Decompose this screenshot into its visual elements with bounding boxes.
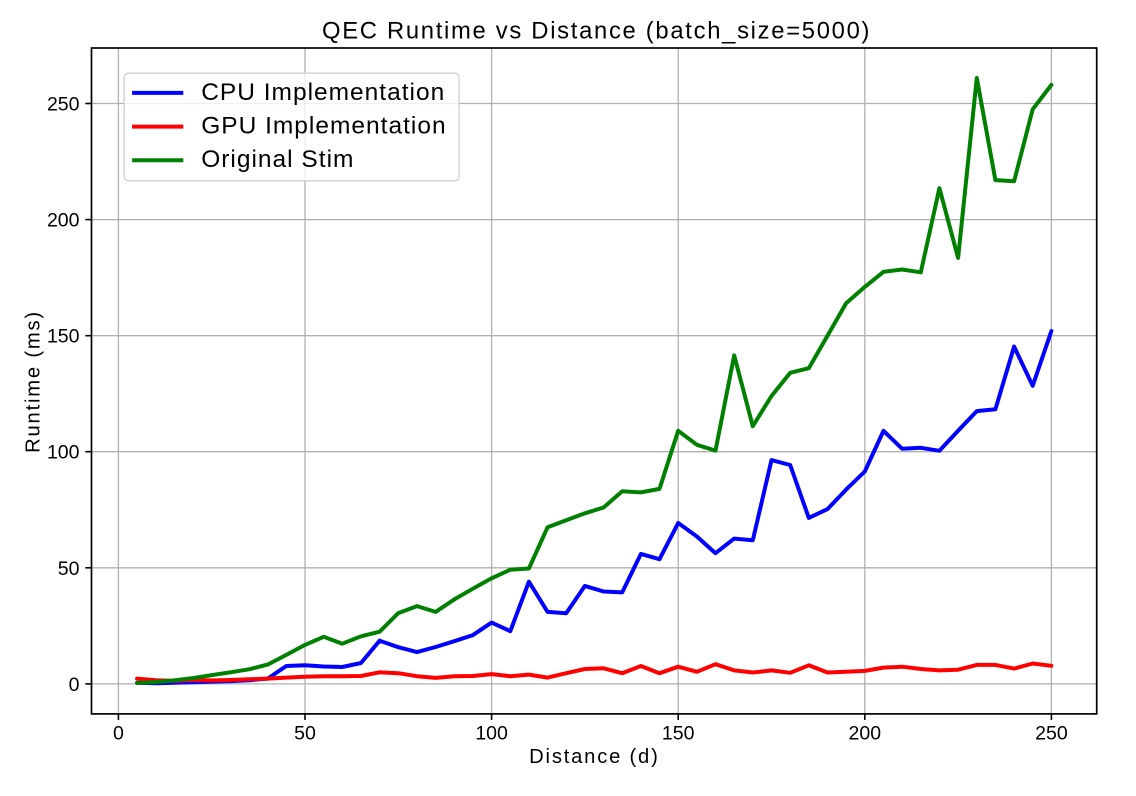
svg-text:250: 250 — [47, 94, 80, 116]
svg-text:Runtime (ms): Runtime (ms) — [22, 310, 44, 453]
svg-text:100: 100 — [47, 442, 80, 464]
svg-text:50: 50 — [294, 723, 316, 745]
svg-text:0: 0 — [113, 723, 124, 745]
svg-text:150: 150 — [47, 326, 80, 348]
svg-text:100: 100 — [475, 723, 508, 745]
svg-text:Distance (d): Distance (d) — [529, 746, 659, 768]
svg-text:150: 150 — [662, 723, 695, 745]
svg-text:0: 0 — [69, 674, 80, 696]
svg-text:200: 200 — [47, 210, 80, 232]
svg-text:GPU Implementation: GPU Implementation — [201, 113, 446, 140]
svg-text:Original Stim: Original Stim — [201, 146, 354, 173]
svg-text:250: 250 — [1035, 723, 1068, 745]
svg-text:200: 200 — [849, 723, 882, 745]
svg-text:CPU Implementation: CPU Implementation — [201, 79, 445, 106]
svg-text:QEC Runtime vs Distance (batch: QEC Runtime vs Distance (batch_size=5000… — [322, 17, 871, 44]
svg-text:50: 50 — [58, 558, 80, 580]
